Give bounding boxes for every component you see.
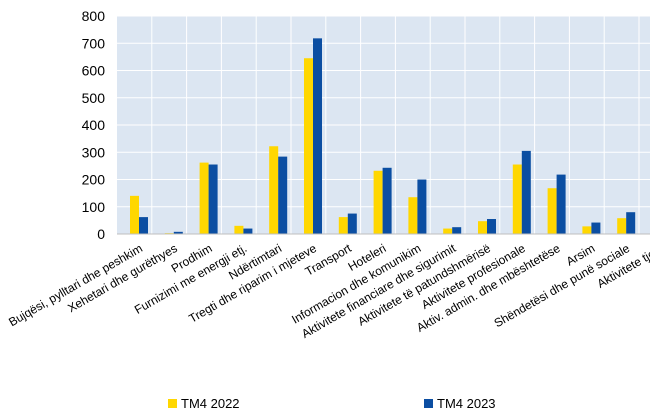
- legend-item-2023: TM4 2023: [424, 396, 496, 411]
- bar-2022-10: [478, 221, 487, 234]
- bar-2022-14: [617, 218, 627, 234]
- legend-swatch-2022: [168, 399, 177, 408]
- bar-2023-10: [487, 219, 496, 234]
- bar-2023-5: [313, 38, 322, 234]
- y-tick-label-6: 600: [82, 63, 106, 79]
- legend-label-2022: TM4 2022: [181, 396, 240, 411]
- bar-2022-0: [130, 195, 139, 234]
- bar-2023-2: [208, 164, 218, 234]
- bar-2023-0: [139, 217, 148, 234]
- bar-2022-12: [547, 188, 557, 234]
- bar-2023-4: [278, 156, 288, 234]
- y-tick-label-3: 300: [82, 144, 106, 160]
- bar-2023-13: [591, 222, 601, 234]
- legend-swatch-2023: [424, 399, 433, 408]
- bar-2023-8: [417, 179, 427, 234]
- bar-2023-14: [626, 212, 636, 234]
- y-tick-label-4: 400: [82, 117, 106, 133]
- y-tick-label-1: 100: [82, 199, 106, 215]
- y-tick-label-7: 700: [82, 35, 106, 51]
- bar-2023-3: [243, 228, 253, 234]
- legend-label-2023: TM4 2023: [437, 396, 496, 411]
- bar-2023-12: [556, 174, 566, 234]
- bar-2022-13: [582, 226, 592, 234]
- bar-2022-6: [338, 217, 348, 234]
- bar-2022-5: [304, 58, 313, 234]
- bar-2023-9: [452, 227, 462, 234]
- y-tick-label-8: 800: [82, 8, 106, 24]
- y-tick-label-2: 200: [82, 172, 106, 188]
- bar-2023-6: [347, 213, 357, 234]
- bar-2023-7: [382, 167, 392, 234]
- bar-2022-3: [234, 225, 244, 234]
- y-tick-label-5: 500: [82, 90, 106, 106]
- bar-2022-7: [373, 170, 383, 234]
- bar-2022-9: [443, 228, 453, 234]
- bar-2022-2: [199, 162, 209, 234]
- bar-2023-1: [173, 231, 183, 234]
- bar-2022-4: [269, 146, 279, 234]
- bar-2023-11: [521, 150, 531, 234]
- bar-2022-8: [408, 197, 418, 234]
- bar-2022-11: [512, 164, 522, 234]
- legend-item-2022: TM4 2022: [168, 396, 240, 411]
- y-tick-label-0: 0: [97, 226, 105, 242]
